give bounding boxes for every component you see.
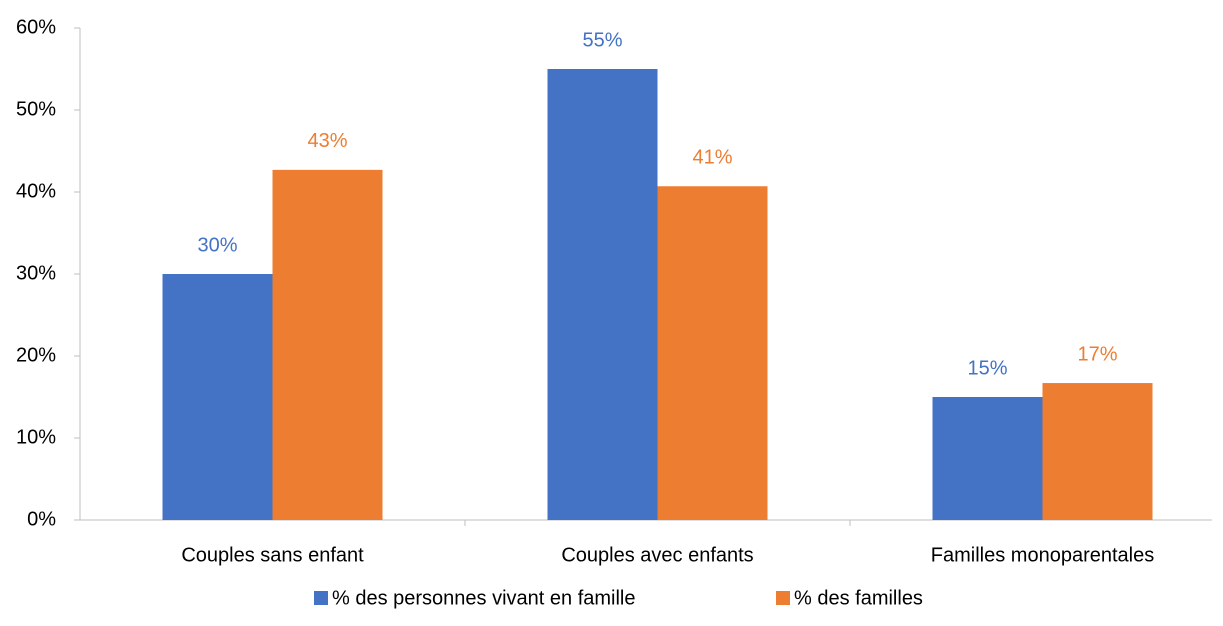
bar: [932, 397, 1043, 520]
y-tick-label: 30%: [16, 262, 56, 284]
x-tick-label: Familles monoparentales: [931, 544, 1154, 566]
y-tick-label: 0%: [27, 508, 56, 530]
y-tick-label: 20%: [16, 344, 56, 366]
y-tick-label: 60%: [16, 16, 56, 38]
value-label: 30%: [197, 234, 237, 256]
y-tick-label: 10%: [16, 426, 56, 448]
bar: [272, 169, 383, 521]
legend-label: % des familles: [794, 587, 923, 609]
value-label: 17%: [1077, 343, 1117, 365]
legend-swatch: [314, 591, 328, 605]
y-tick-label: 40%: [16, 180, 56, 202]
y-tick-label: 50%: [16, 98, 56, 120]
legend-swatch: [776, 591, 790, 605]
value-label: 41%: [692, 147, 732, 169]
x-tick-label: Couples sans enfant: [181, 544, 364, 566]
bar: [1042, 383, 1153, 520]
value-label: 55%: [582, 29, 622, 51]
value-label: 43%: [307, 130, 347, 152]
bar: [162, 274, 273, 520]
legend-label: % des personnes vivant en famille: [332, 587, 636, 609]
bar: [547, 69, 658, 520]
value-label: 15%: [967, 357, 1007, 379]
x-tick-label: Couples avec enfants: [561, 544, 753, 566]
bar: [657, 186, 768, 520]
